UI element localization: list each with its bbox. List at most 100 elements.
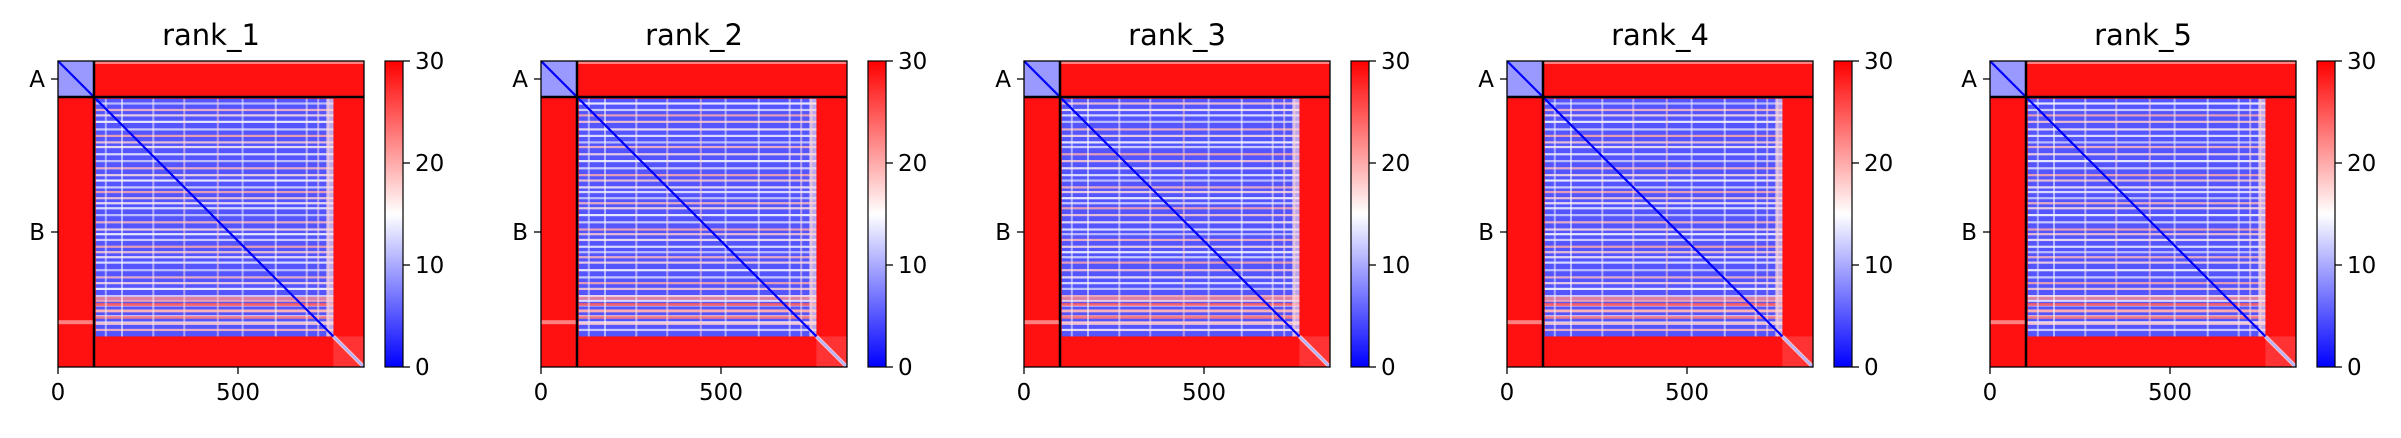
pae-band: [1061, 145, 1300, 149]
pae-band: [1544, 167, 1783, 170]
pae-band: [578, 128, 817, 131]
pae-stripe: [1723, 98, 1726, 337]
pae-band: [2027, 245, 2266, 248]
pae-band: [2027, 295, 2266, 298]
colorbar: [384, 60, 404, 368]
pae-band: [1544, 145, 1783, 149]
pae-band: [1061, 207, 1300, 210]
pae-band: [1061, 186, 1300, 189]
pae-band: [1544, 233, 1783, 236]
pae-stripe: [1754, 98, 1757, 337]
pae-stripe: [2173, 98, 2176, 337]
pae-band: [1061, 322, 1300, 325]
pae-band: [95, 214, 334, 217]
pae-band: [578, 141, 817, 144]
pae-band: [2027, 287, 2266, 290]
pae-stripe: [604, 98, 606, 337]
pae-band: [578, 190, 817, 194]
pae-band: [1544, 134, 1783, 137]
pae-band: [95, 261, 334, 264]
colorbar-tick-label: 0: [415, 355, 430, 381]
pae-band: [578, 114, 817, 117]
pae-band: [1544, 328, 1783, 332]
pae-band: [2027, 309, 2266, 313]
pae-band: [95, 309, 334, 313]
pae-band: [95, 153, 334, 156]
interface-strip: [541, 320, 577, 325]
pae-edge: [809, 98, 817, 337]
map-frame: [1023, 60, 1331, 368]
pae-band: [1061, 233, 1300, 236]
pae-band: [2027, 120, 2266, 123]
pae-band: [95, 228, 334, 231]
pae-band: [578, 233, 817, 236]
colorbar-tick-label: 20: [1381, 151, 1410, 177]
chain-label: A: [1478, 67, 1494, 93]
pae-band: [95, 245, 334, 248]
pae-band: [95, 128, 334, 131]
pae-band: [2027, 299, 2266, 302]
pae-stripe: [2036, 98, 2039, 337]
pae-band: [1061, 328, 1300, 332]
pae-band: [1544, 228, 1783, 231]
pae-band: [578, 295, 817, 298]
interface-strip: [1060, 61, 1330, 64]
colorbar-tick-label: 30: [415, 49, 444, 75]
interface-strip: [577, 61, 847, 64]
pae-band: [95, 102, 334, 105]
pae-band: [1544, 153, 1783, 156]
pae-band: [1061, 287, 1300, 290]
pae-stripe: [2237, 98, 2240, 337]
pae-band: [95, 221, 334, 224]
pae-band: [2027, 228, 2266, 231]
pae-band: [2027, 315, 2266, 319]
pae-band: [1061, 251, 1300, 254]
pae-band: [2027, 190, 2266, 194]
pae-band: [2027, 114, 2266, 117]
pae-band: [2027, 251, 2266, 254]
pae-band: [578, 179, 817, 182]
pae-band: [578, 315, 817, 319]
pae-band: [2027, 153, 2266, 156]
pae-stripe: [1087, 98, 1089, 337]
pae-band: [1544, 261, 1783, 264]
pae-edge: [326, 98, 334, 337]
tail-diagonal: [2263, 334, 2298, 369]
colorbar-tick-label: 10: [1381, 253, 1410, 279]
pae-band: [1061, 197, 1300, 200]
pae-band: [1544, 174, 1783, 177]
pae-band: [1061, 167, 1300, 170]
pae-stripe: [1601, 98, 1604, 337]
pae-band: [95, 299, 334, 302]
colorbar: [1350, 60, 1370, 368]
panel-3: rank_3 A B 0 500 0 10 20 30: [995, 18, 1410, 406]
pae-band: [1544, 245, 1783, 248]
colorbar-tick-label: 10: [415, 253, 444, 279]
pae-band: [578, 251, 817, 254]
pae-band: [95, 302, 334, 306]
pae-band: [1061, 302, 1300, 306]
pae-band: [2027, 141, 2266, 144]
pae-band: [578, 238, 817, 242]
pae-band: [2027, 261, 2266, 264]
pae-stripe: [724, 98, 727, 337]
colorbar-tick-label: 0: [898, 355, 913, 381]
pae-band: [578, 145, 817, 149]
pae-band: [95, 134, 334, 137]
pae-band: [578, 221, 817, 224]
pae-stripe: [2084, 98, 2087, 337]
pae-band: [1544, 128, 1783, 131]
interface-strip: [1024, 320, 1060, 325]
pae-band: [1061, 282, 1300, 285]
interface-strip: [94, 61, 364, 64]
pae-band: [95, 207, 334, 210]
chain-label: B: [1478, 220, 1494, 246]
pae-band: [578, 207, 817, 210]
pae-band: [578, 322, 817, 325]
chain-label: B: [995, 220, 1011, 246]
pae-band: [95, 114, 334, 117]
pae-stripe: [1632, 98, 1635, 337]
x-tick-label: 500: [1182, 380, 1226, 406]
pae-band: [2027, 134, 2266, 137]
